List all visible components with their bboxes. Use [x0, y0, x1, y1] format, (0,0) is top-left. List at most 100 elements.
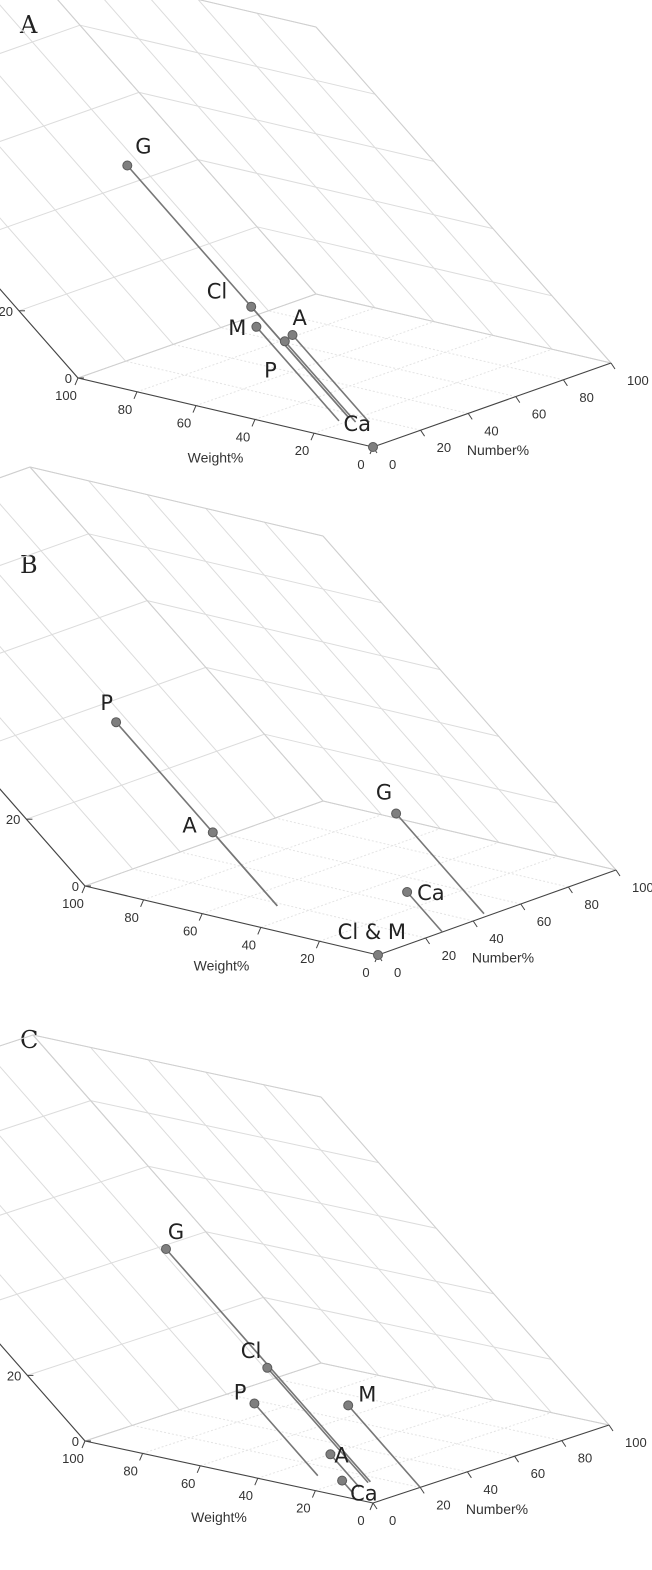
point-marker-cl: [246, 301, 257, 312]
weight-tick-label: 20: [300, 951, 314, 966]
point-label-ca: Ca: [350, 1482, 378, 1506]
stem-cl: [250, 306, 350, 419]
weight-tick-label: 0: [357, 457, 364, 472]
weight-axis-title: Weight%: [188, 450, 244, 466]
stem-p: [284, 340, 357, 423]
stem-g: [395, 812, 485, 915]
point-marker-cl: [262, 1362, 273, 1373]
point-label-cl: Cl: [241, 1339, 262, 1363]
point-marker-cl-m: [373, 950, 383, 960]
number-axis-title: Number%: [466, 1501, 528, 1517]
point-marker-g: [122, 160, 133, 171]
weight-axis-title: Weight%: [191, 1509, 247, 1525]
data-points: P A G Ca Cl & M: [100, 691, 485, 960]
point-label-ca: Ca: [343, 412, 371, 436]
number-axis-title: Number%: [467, 442, 529, 458]
number-tick-label: 40: [489, 931, 503, 946]
point-label-p: P: [264, 358, 277, 382]
point-label-m: M: [358, 1382, 376, 1406]
point-marker-a: [287, 330, 298, 340]
number-tick-label: 0: [389, 457, 396, 472]
number-tick-label: 100: [625, 1435, 647, 1450]
occurrence-tick-label: 20: [7, 1368, 21, 1383]
number-tick-label: 60: [537, 914, 551, 929]
chart-panel-a: A020406080100020406080100020406080100Wei…: [0, 0, 649, 472]
stem-a: [329, 1453, 360, 1488]
point-label-cl: Cl: [207, 280, 228, 304]
point-label-g: G: [376, 781, 392, 805]
point-label-a: A: [334, 1443, 349, 1467]
chart-panel-c: C020406080100020406080100020406080100Wei…: [0, 1026, 647, 1528]
panel-letter: B: [20, 551, 38, 579]
number-tick-label: 0: [389, 1513, 396, 1528]
number-tick-label: 20: [437, 440, 451, 455]
weight-tick-label: 20: [296, 1501, 310, 1516]
weight-tick-label: 40: [239, 1488, 253, 1503]
point-marker-ca: [402, 887, 413, 897]
number-tick-label: 20: [442, 948, 456, 963]
point-label-g: G: [168, 1220, 184, 1244]
weight-tick-label: 20: [295, 443, 309, 458]
weight-tick-label: 60: [181, 1476, 195, 1491]
point-label-a: A: [182, 813, 197, 837]
point-marker-a: [325, 1449, 336, 1460]
point-marker-p: [279, 336, 290, 347]
number-tick-label: 40: [484, 423, 498, 438]
weight-tick-label: 80: [123, 1463, 137, 1478]
point-label-cl-m: Cl & M: [338, 920, 406, 944]
point-marker-m: [343, 1400, 354, 1411]
point-marker-ca: [368, 442, 378, 452]
occurrence-tick-label: 20: [6, 812, 20, 827]
number-tick-label: 20: [436, 1497, 450, 1512]
box-frame: [0, 466, 617, 887]
point-label-a: A: [293, 306, 308, 330]
axes: 020406080100020406080100020406080100: [0, 788, 652, 980]
weight-tick-label: 60: [183, 924, 197, 939]
stem-m: [255, 326, 340, 422]
occurrence-tick-label: 0: [72, 1434, 79, 1449]
axes: 020406080100020406080100020406080100: [0, 288, 649, 472]
number-tick-label: 60: [532, 407, 546, 422]
point-label-g: G: [135, 135, 151, 159]
occurrence-tick-label: 20: [0, 304, 13, 319]
number-tick-label: 100: [632, 880, 652, 895]
stem-a: [212, 831, 278, 907]
weight-tick-label: 80: [118, 402, 132, 417]
occurrence-tick-label: 0: [65, 371, 72, 386]
number-tick-label: 40: [483, 1482, 497, 1497]
point-marker-p: [249, 1398, 260, 1409]
number-tick-label: 100: [627, 373, 649, 388]
weight-tick-label: 100: [55, 388, 77, 403]
number-axis-title: Number%: [472, 950, 534, 966]
data-points: G Cl M P ACa: [161, 1220, 421, 1506]
weight-axis-title: Weight%: [194, 958, 250, 974]
stem-cl: [266, 1367, 369, 1484]
panel-letter: C: [20, 1026, 38, 1054]
weight-tick-label: 100: [62, 1451, 84, 1466]
weight-tick-label: 40: [242, 937, 256, 952]
point-marker-g: [391, 808, 402, 819]
stem-p: [253, 1402, 319, 1477]
point-marker-p: [111, 717, 122, 728]
point-label-ca: Ca: [417, 881, 445, 905]
weight-tick-label: 60: [177, 416, 191, 431]
point-marker-ca: [337, 1475, 348, 1486]
weight-tick-label: 0: [357, 1513, 364, 1528]
data-points: G ClM A P Ca: [122, 135, 378, 452]
weight-tick-label: 40: [236, 429, 250, 444]
occurrence-tick-label: 0: [72, 879, 79, 894]
number-tick-label: 80: [578, 1451, 592, 1466]
point-label-m: M: [228, 316, 246, 340]
grid: [0, 1034, 610, 1492]
point-marker-a: [207, 827, 218, 838]
weight-tick-label: 80: [124, 910, 138, 925]
stem-a: [291, 334, 370, 423]
stem-m: [347, 1404, 421, 1488]
weight-tick-label: 100: [62, 896, 84, 911]
stem-ca: [406, 891, 443, 933]
axes: 020406080100020406080100020406080100: [0, 1343, 647, 1528]
point-marker-m: [251, 321, 262, 332]
panel-letter: A: [19, 11, 38, 39]
number-tick-label: 0: [394, 965, 401, 980]
